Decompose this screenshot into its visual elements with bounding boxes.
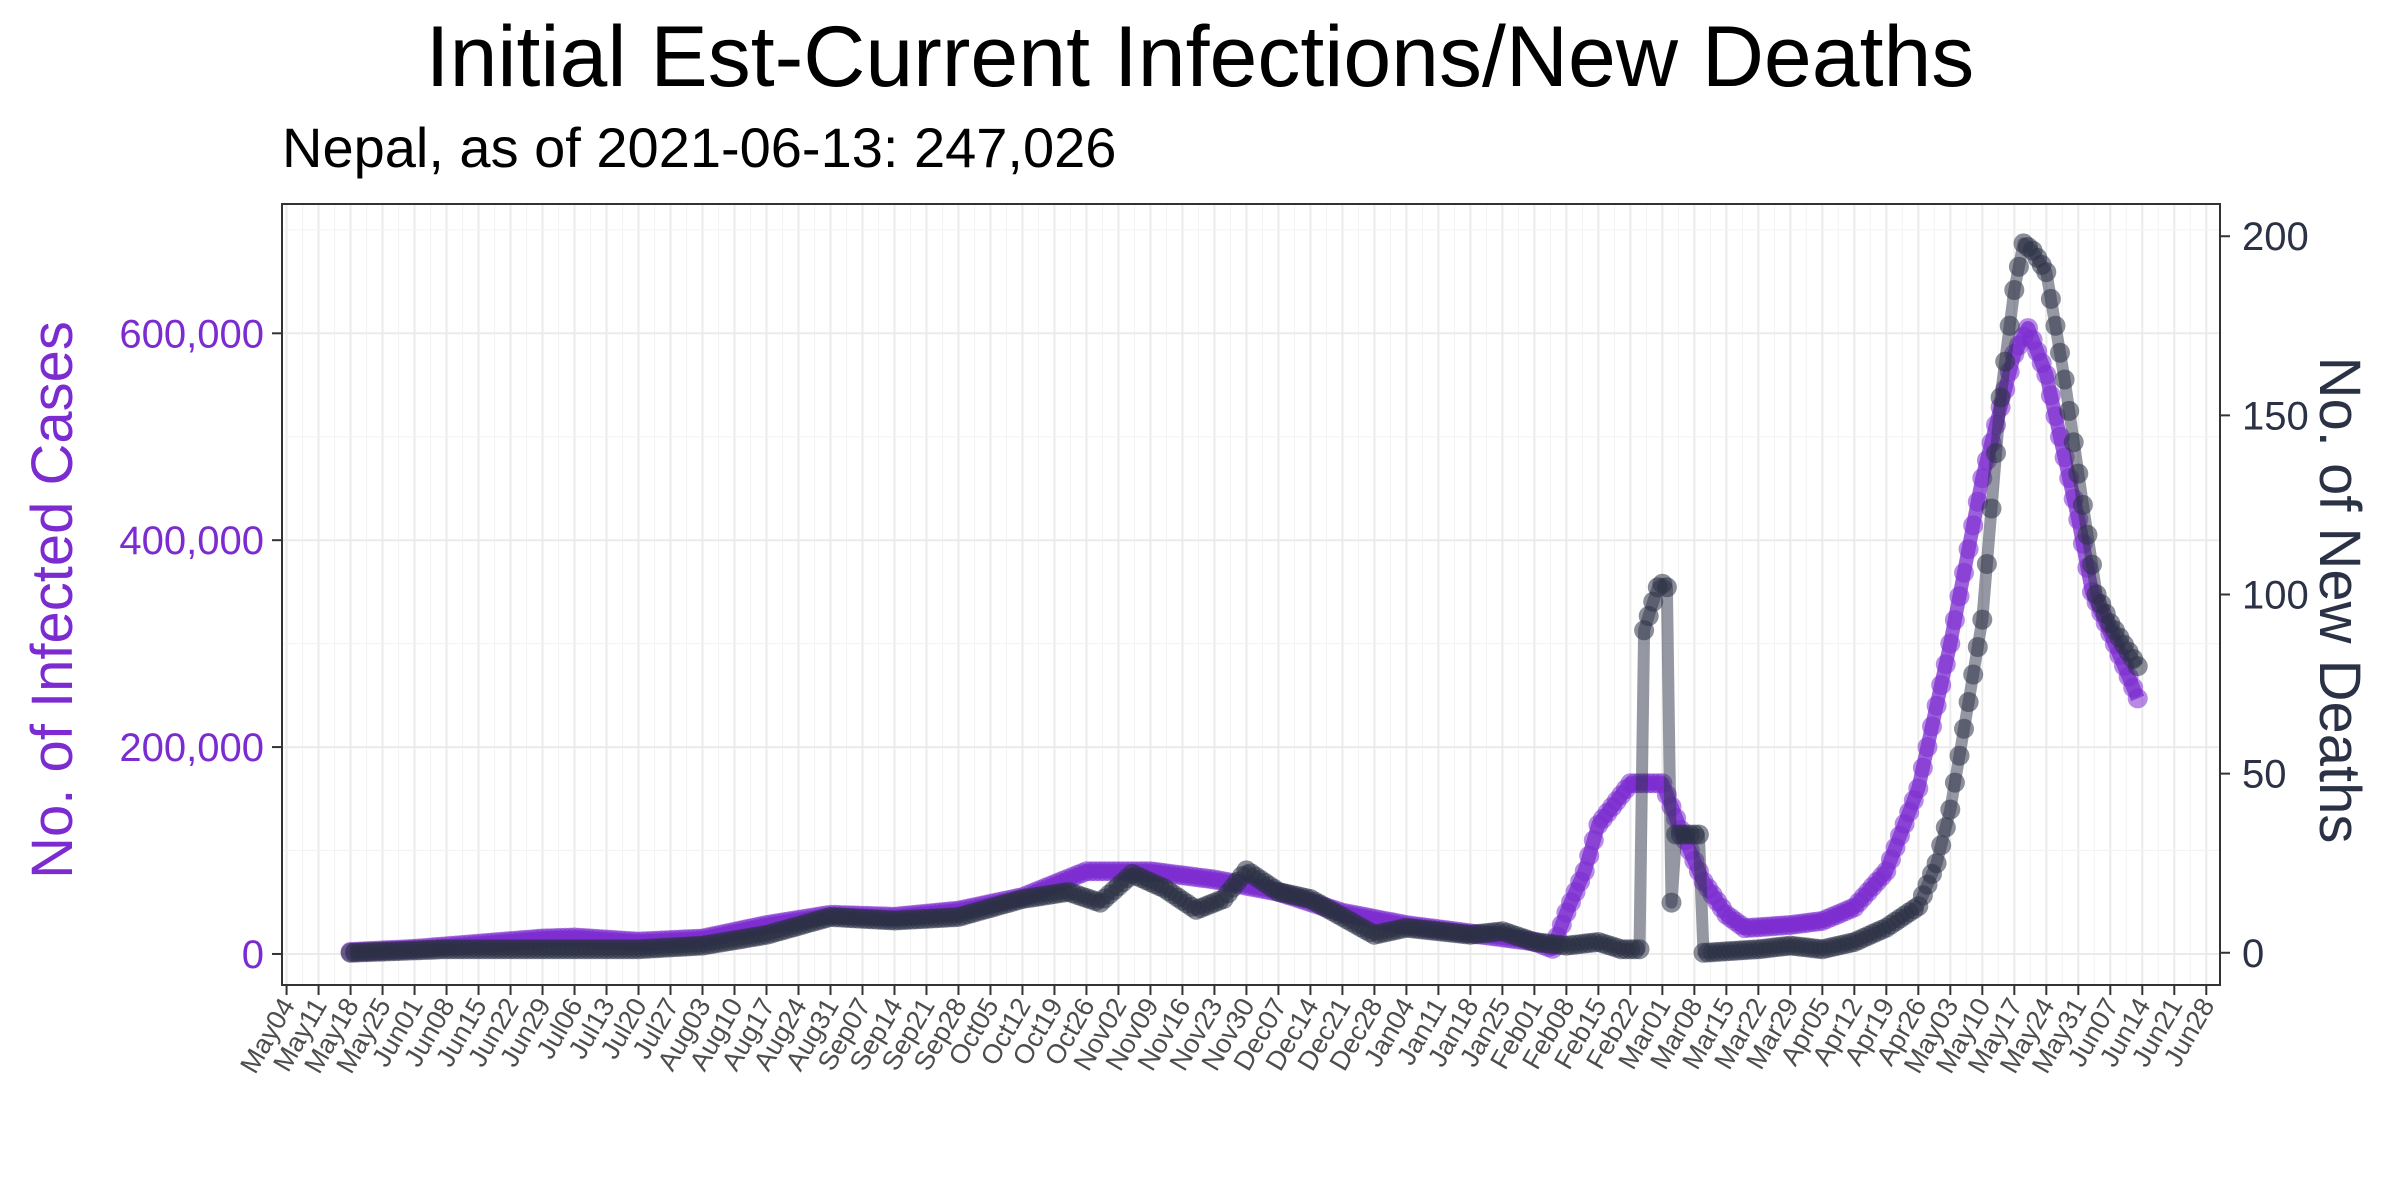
series-point <box>1995 351 2016 372</box>
axes: 0200,000400,000600,000050100150200May04M… <box>119 215 2308 1078</box>
series-point <box>1958 539 1979 560</box>
y-right-tick-label: 150 <box>2242 394 2309 438</box>
y-axis-left-label: No. of Infected Cases <box>20 321 85 879</box>
series-point <box>1931 675 1952 695</box>
series-point <box>1954 718 1974 739</box>
y-right-tick-label: 0 <box>2242 932 2264 976</box>
series-point <box>1935 817 1956 838</box>
y-left-tick-label: 600,000 <box>119 312 264 356</box>
series-point <box>1656 577 1677 598</box>
series-point <box>1949 586 1970 607</box>
series-point <box>2059 400 2080 421</box>
series-point <box>2040 288 2061 309</box>
series-point <box>2036 262 2057 283</box>
series-point <box>1944 772 1965 793</box>
series-point <box>1954 562 1974 583</box>
series-point <box>1949 745 1970 766</box>
series-point <box>1579 845 1600 866</box>
series-point <box>1963 664 1984 685</box>
series-point <box>2045 315 2066 336</box>
y-right-tick-label: 50 <box>2242 753 2287 797</box>
series-layer <box>340 233 2148 963</box>
series-point <box>1999 315 2020 336</box>
series-point <box>1661 892 1682 913</box>
series-point <box>1990 387 2011 408</box>
series-point <box>1940 799 1961 820</box>
series-point <box>1931 835 1952 856</box>
series-point <box>1926 853 1947 874</box>
series-point <box>1583 830 1604 851</box>
series-point <box>1629 939 1650 960</box>
series-point <box>2040 385 2061 406</box>
series-point <box>1967 637 1988 657</box>
series-point <box>1917 737 1938 758</box>
series-point <box>2008 256 2029 277</box>
series-point <box>1688 824 1709 845</box>
series-point <box>1981 498 2002 519</box>
series-point <box>1912 757 1933 778</box>
y-axis-right-label: No. of New Deaths <box>2307 357 2372 844</box>
series-point <box>1958 692 1979 712</box>
y-left-tick-label: 0 <box>242 933 264 977</box>
series-point <box>2072 494 2093 515</box>
series-point <box>1922 716 1942 737</box>
chart-subtitle: Nepal, as of 2021-06-13: 247,026 <box>282 116 1117 179</box>
series-point <box>2054 369 2075 390</box>
series-1 <box>340 233 2148 963</box>
y-left-tick-label: 200,000 <box>119 726 264 770</box>
series-point <box>2068 463 2089 484</box>
series-point <box>1908 778 1929 799</box>
series-point <box>1944 610 1965 630</box>
series-point <box>2036 364 2057 385</box>
series-point <box>2004 280 2025 300</box>
series-point <box>2127 688 2148 709</box>
series-point <box>1986 443 2006 463</box>
series-point <box>2082 554 2102 575</box>
series-point <box>2050 342 2070 363</box>
chart-title: Initial Est-Current Infections/New Death… <box>425 9 1975 105</box>
series-point <box>1972 468 1993 489</box>
y-left-tick-label: 400,000 <box>119 519 264 563</box>
y-right-tick-label: 200 <box>2242 215 2309 259</box>
series-point <box>1940 633 1961 654</box>
series-point <box>1963 515 1984 536</box>
series-point <box>1926 695 1947 716</box>
series-point <box>1976 554 1997 574</box>
series-point <box>1574 861 1595 882</box>
series-point <box>2077 524 2098 545</box>
y-right-tick-label: 100 <box>2242 574 2309 618</box>
series-point <box>2127 656 2148 677</box>
series-point <box>1972 609 1993 630</box>
series-point <box>1935 654 1956 675</box>
series-point <box>2063 432 2084 453</box>
